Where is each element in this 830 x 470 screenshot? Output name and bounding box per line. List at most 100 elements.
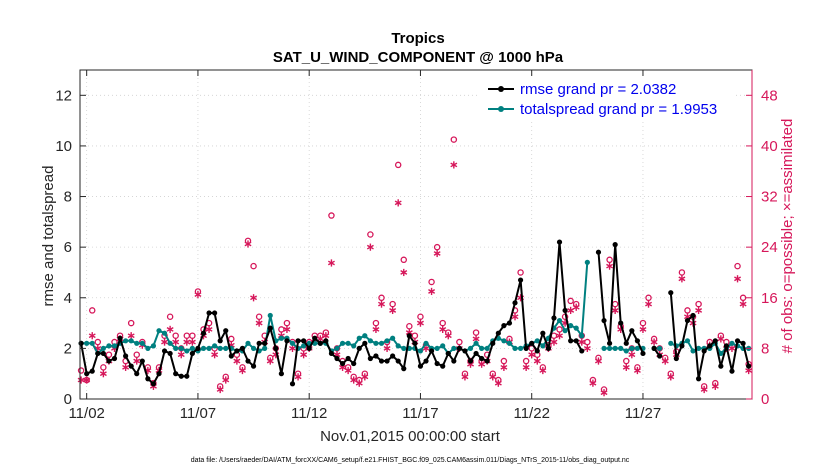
spread-point (378, 340, 385, 346)
obs-assimilated-marker (622, 363, 630, 371)
obs-layer (77, 136, 753, 397)
rmse-point (200, 330, 207, 336)
obs-assimilated-marker (734, 275, 742, 283)
obs-possible-marker (406, 322, 413, 330)
obs-possible-marker (333, 345, 341, 352)
rmse-point (317, 340, 323, 346)
rmse-point (239, 345, 246, 351)
obs-possible-marker (556, 326, 563, 333)
obs-assimilated-marker (661, 357, 669, 365)
asterisk-stroke (378, 301, 385, 307)
obs-possible-marker (283, 319, 291, 327)
obs-assimilated-marker (695, 306, 703, 315)
spread-point (145, 345, 151, 351)
obs-assimilated-marker (606, 262, 614, 270)
spread-point (473, 340, 479, 346)
asterisk-stroke (294, 374, 302, 380)
spread-point (657, 345, 663, 351)
obs-assimilated-marker (366, 243, 374, 251)
asterisk-stroke (667, 374, 675, 380)
rmse-point (629, 328, 635, 334)
rmse-point (517, 277, 524, 283)
rmse-point (173, 371, 179, 377)
obs-assimilated-marker (289, 344, 296, 352)
obs-assimilated-marker (678, 275, 686, 283)
rmse-point (312, 335, 318, 341)
obs-assimilated-marker (717, 335, 725, 343)
obs-possible-marker (250, 262, 257, 270)
asterisk-stroke (366, 244, 374, 250)
obs-assimilated-marker (350, 376, 358, 384)
rmse-point (212, 310, 218, 316)
obs-assimilated-marker (511, 313, 519, 321)
asterisk-stroke (99, 371, 107, 377)
spread-point (200, 345, 207, 351)
rmse-point (395, 358, 401, 364)
obs-assimilated-marker (389, 306, 397, 315)
rmse-point (123, 353, 129, 359)
asterisk-stroke (428, 289, 436, 294)
rmse-point (695, 376, 702, 382)
rmse-point (139, 358, 145, 364)
obs-possible-marker (428, 278, 435, 286)
rmse-point (278, 371, 284, 377)
y-right-tick-label: 0 (761, 391, 769, 408)
obs-assimilated-marker (600, 389, 608, 397)
spread-point (100, 345, 106, 351)
rmse-point (273, 345, 279, 351)
obs-possible-marker (734, 262, 741, 270)
obs-possible-marker (189, 332, 196, 339)
obs-assimilated-marker (394, 199, 402, 207)
rmse-point (156, 371, 162, 377)
asterisk-stroke (606, 263, 614, 269)
spread-point (618, 345, 624, 351)
asterisk-stroke (728, 345, 736, 351)
asterisk-stroke (172, 339, 180, 345)
obs-possible-marker (456, 338, 463, 346)
rmse-point (573, 338, 579, 344)
spread-point (690, 348, 696, 354)
obs-assimilated-marker (355, 379, 363, 387)
obs-assimilated-marker (494, 379, 502, 387)
rmse-point (673, 355, 679, 362)
asterisk-stroke (394, 200, 402, 206)
asterisk-stroke (550, 339, 558, 345)
spread-point (206, 345, 212, 351)
asterisk-stroke (222, 377, 230, 383)
obs-assimilated-marker (194, 291, 202, 299)
rmse-point (729, 368, 735, 374)
obs-assimilated-marker (188, 338, 196, 346)
rmse-point (746, 363, 752, 369)
spread-point (334, 345, 340, 351)
obs-assimilated-marker (500, 363, 508, 371)
rmse-point (479, 355, 485, 362)
y-right-tick-label: 8 (761, 340, 769, 357)
obs-assimilated-marker (433, 249, 441, 258)
y-tick-label: 12 (55, 87, 72, 104)
rmse-point (657, 353, 663, 359)
rmse-point (228, 353, 234, 359)
asterisk-stroke (489, 374, 497, 380)
asterisk-stroke (361, 374, 369, 380)
obs-assimilated-marker (383, 344, 391, 352)
legend: rmse grand pr = 2.0382 totalspread grand… (478, 78, 734, 122)
obs-assimilated-marker (728, 344, 736, 352)
rmse-point (734, 338, 741, 344)
y-right-tick-label: 24 (761, 239, 778, 256)
rmse-point (95, 350, 101, 357)
rmse-point (362, 340, 368, 346)
asterisk-stroke (88, 333, 96, 339)
obs-assimilated-marker (567, 306, 575, 315)
obs-assimilated-marker (528, 351, 536, 359)
obs-assimilated-marker (556, 332, 564, 340)
spread-point (123, 338, 129, 344)
rmse-point (378, 358, 385, 364)
obs-assimilated-marker (700, 385, 708, 394)
asterisk-stroke (238, 368, 246, 373)
asterisk-stroke (611, 308, 619, 313)
rmse-point (384, 358, 390, 364)
rmse-point (262, 340, 268, 346)
rmse-point (234, 348, 240, 354)
obs-assimilated-marker (205, 325, 213, 334)
obs-possible-marker (367, 231, 374, 238)
